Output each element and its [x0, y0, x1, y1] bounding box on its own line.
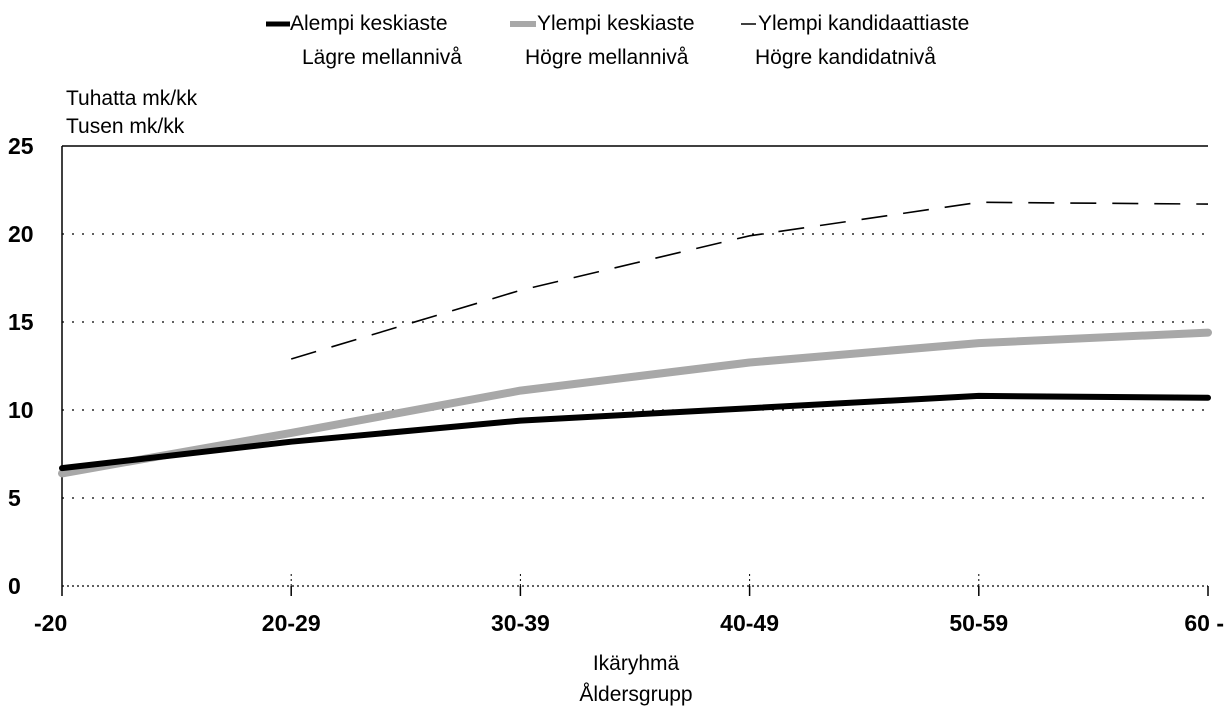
legend-label-alempi-keskiaste-sv: Lägre mellannivå: [302, 46, 462, 69]
y-tick-label-0: 0: [8, 573, 21, 599]
y-tick-label-15: 15: [8, 309, 34, 335]
legend: Alempi keskiaste Lägre mellannivå Ylempi…: [266, 12, 969, 69]
x-axis-title-sv: Åldersgrupp: [579, 683, 692, 706]
y-tick-label-5: 5: [8, 485, 21, 511]
series-line-ylempi-keskiaste: [58, 328, 1212, 478]
plot-area: 0 5 10 15 20 25 -20 20-29 30-39 40-49 50-59 60 -: [8, 133, 1224, 636]
x-tick-label-5: 60 -: [1184, 610, 1224, 636]
legend-label-ylempi-keskiaste-fi: Ylempi keskiaste: [537, 12, 695, 35]
x-tick-label-2: 30-39: [491, 610, 550, 636]
series-line-alempi-keskiaste: [59, 392, 1211, 472]
legend-item-alempi-keskiaste: Alempi keskiaste Lägre mellannivå: [266, 12, 462, 69]
y-tick-label-10: 10: [8, 397, 34, 423]
y-tick-label-20: 20: [8, 221, 34, 247]
legend-label-ylempi-keskiaste-sv: Högre mellannivå: [525, 46, 689, 69]
legend-label-alempi-keskiaste-fi: Alempi keskiaste: [290, 12, 448, 35]
x-tick-label-1: 20-29: [262, 610, 321, 636]
x-tick-label-0: -20: [34, 610, 67, 636]
legend-item-ylempi-kandidaattiaste: Ylempi kandidaattiaste Högre kandidatniv…: [741, 12, 969, 69]
x-axis-title-fi: Ikäryhmä: [593, 652, 680, 675]
x-tick-label-4: 50-59: [949, 610, 1008, 636]
y-axis-title-fi: Tuhatta mk/kk: [66, 87, 198, 110]
x-tick-label-3: 40-49: [720, 610, 779, 636]
series-line-ylempi-kandidaattiaste: [290, 201, 1209, 360]
y-axis-title-sv: Tusen mk/kk: [66, 115, 185, 138]
legend-label-ylempi-kandidaattiaste-sv: Högre kandidatnivå: [755, 46, 936, 69]
legend-label-ylempi-kandidaattiaste-fi: Ylempi kandidaattiaste: [758, 12, 969, 35]
legend-item-ylempi-keskiaste: Ylempi keskiaste Högre mellannivå: [510, 12, 695, 69]
y-tick-label-25: 25: [8, 133, 34, 159]
